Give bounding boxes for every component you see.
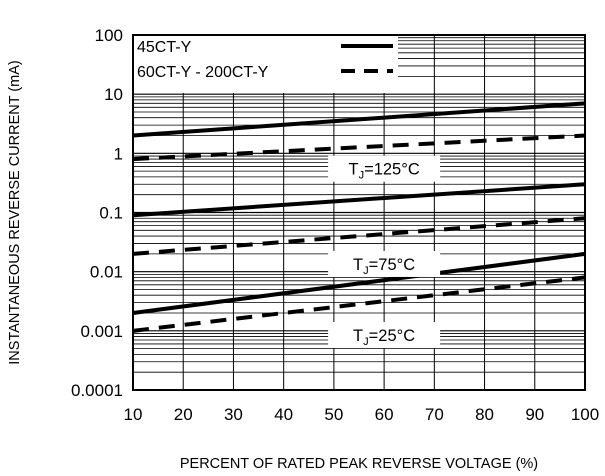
temperature-label: TJ=125°C [348, 161, 419, 182]
x-tick-label: 50 [324, 405, 343, 424]
y-tick-label: 1 [114, 144, 123, 163]
legend: 45CT-Y 60CT-Y - 200CT-Y [133, 35, 398, 93]
series-line-dashed [132, 216, 586, 256]
y-tick-label: 100 [95, 26, 123, 45]
x-tick-label: 80 [475, 405, 494, 424]
temperature-label: TJ=25°C [353, 327, 415, 348]
y-tick-label: 0.001 [80, 322, 123, 341]
series-line-dashed [132, 133, 586, 162]
series-line-solid [132, 251, 586, 316]
x-tick-label: 10 [124, 405, 143, 424]
x-tick-label: 70 [425, 405, 444, 424]
x-tick-label: 30 [224, 405, 243, 424]
series-line-solid [132, 101, 586, 138]
y-tick-label: 10 [104, 85, 123, 104]
legend-entry-label: 60CT-Y - 200CT-Y [137, 64, 269, 81]
legend-entry-label: 45CT-Y [137, 39, 192, 56]
x-tick-label: 40 [274, 405, 293, 424]
x-tick-label: 90 [525, 405, 544, 424]
annotations: TJ=125°C TJ=75°C TJ=25°C [328, 155, 441, 349]
plot-frame [132, 34, 586, 391]
temperature-label: TJ=75°C [353, 256, 415, 277]
y-tick-label: 0.01 [90, 263, 123, 282]
series-layer [132, 101, 586, 333]
y-tick-label: 0.0001 [71, 381, 123, 400]
annotation-box [328, 155, 441, 182]
annotation-box [328, 322, 441, 349]
x-tick-label: 20 [174, 405, 193, 424]
x-tick-label: 100 [571, 405, 599, 424]
series-line-dashed [132, 275, 586, 333]
y-tick-labels: 100 10 1 0.1 0.01 0.001 0.0001 [71, 26, 123, 400]
x-axis-label: PERCENT OF RATED PEAK REVERSE VOLTAGE (%… [180, 456, 538, 472]
series-line-solid [132, 182, 586, 218]
y-tick-label: 0.1 [99, 204, 123, 223]
annotation-box [328, 250, 441, 277]
x-tick-label: 60 [375, 405, 394, 424]
y-axis-label: INSTANTANEOUS REVERSE CURRENT (mA) [7, 60, 23, 365]
x-tick-labels: 10 20 30 40 50 60 70 80 90 100 [124, 405, 600, 424]
